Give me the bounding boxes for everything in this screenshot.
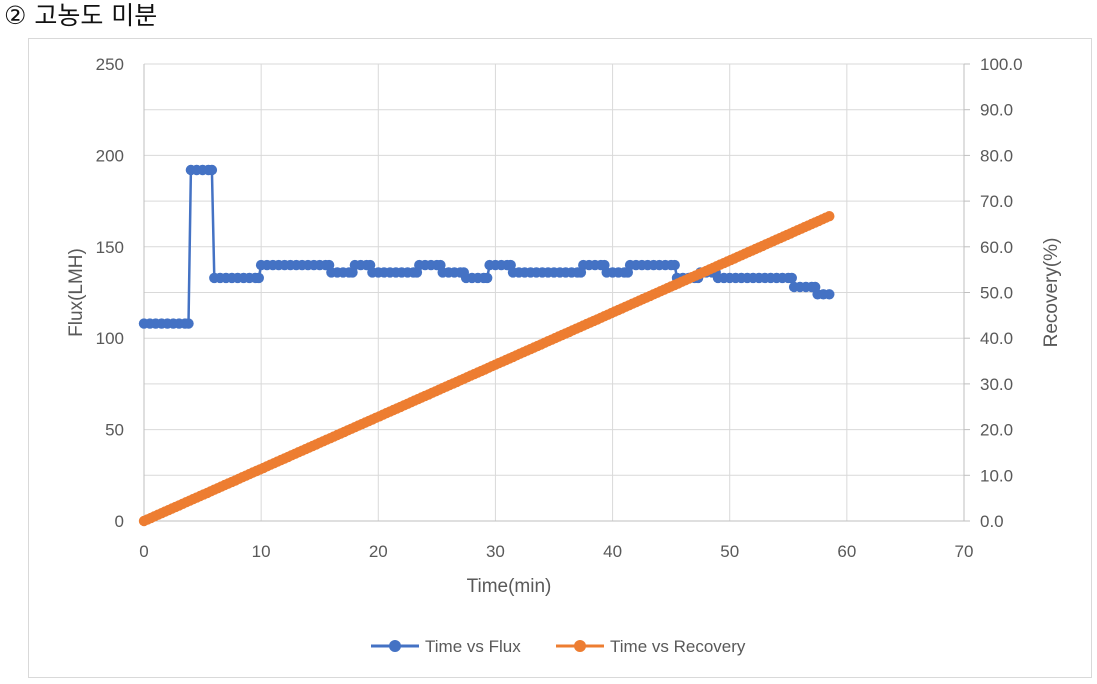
axes: [143, 63, 970, 522]
labels: 0 10 20 30 40 50 60 70 0.0 10.0 20.0 30.0 40.0 50.0 60…: [66, 55, 1062, 597]
series-point-0: [183, 318, 194, 329]
series-point-1: [824, 211, 835, 222]
y2-tick-label: 100.0: [980, 55, 1023, 74]
series-point-0: [786, 272, 797, 284]
y-tick-label: 50: [105, 421, 124, 440]
y2-tick-label: 50.0: [980, 284, 1013, 303]
y-tick-label: 250: [96, 55, 124, 74]
y-tick-label: 150: [96, 238, 124, 257]
gridlines: [143, 63, 965, 522]
series-point-0: [482, 272, 493, 284]
y2-tick-label: 90.0: [980, 101, 1013, 120]
series-point-0: [824, 289, 835, 300]
x-tick-label: 50: [720, 542, 739, 561]
y2-tick-label: 0.0: [980, 512, 1004, 531]
x-tick-label: 70: [955, 542, 974, 561]
y2-tick-label: 40.0: [980, 329, 1013, 348]
x-tick-label: 20: [369, 542, 388, 561]
legend-marker-1: [574, 640, 586, 652]
x-axis-title: Time(min): [467, 576, 552, 597]
y2-axis-title: Recovery(%): [1041, 238, 1062, 348]
legend-label-1: Time vs Recovery: [610, 637, 746, 656]
legend: Time vs Flux Time vs Recovery: [371, 637, 746, 656]
y2-tick-label: 10.0: [980, 466, 1013, 485]
page-heading: ② 고농도 미분: [4, 1, 158, 30]
y-tick-label: 100: [96, 329, 124, 348]
chart-area: 0 10 20 30 40 50 60 70 0.0 10.0 20.0 30.0 40.0 50.0 60…: [28, 38, 1092, 678]
series-point-0: [206, 164, 218, 176]
series-point-0: [669, 259, 680, 271]
y2-tick-label: 30.0: [980, 375, 1013, 394]
y-axis-title: Flux(LMH): [66, 248, 87, 337]
legend-marker-0: [389, 640, 401, 652]
series-point-0: [253, 272, 264, 284]
y-tick-label: 0: [115, 512, 124, 531]
y2-tick-label: 80.0: [980, 146, 1013, 165]
y2-tick-label: 60.0: [980, 238, 1013, 257]
y2-tick-label: 20.0: [980, 421, 1013, 440]
legend-label-0: Time vs Flux: [425, 637, 521, 656]
x-tick-label: 40: [603, 542, 622, 561]
x-tick-label: 60: [837, 542, 856, 561]
x-tick-label: 0: [139, 542, 148, 561]
x-tick-label: 10: [252, 542, 271, 561]
x-tick-label: 30: [486, 542, 505, 561]
series: [138, 164, 835, 527]
y2-tick-label: 70.0: [980, 192, 1013, 211]
flux-recovery-chart: 0 10 20 30 40 50 60 70 0.0 10.0 20.0 30.0 40.0 50.0 60…: [66, 55, 1062, 656]
y-tick-label: 200: [96, 146, 124, 165]
